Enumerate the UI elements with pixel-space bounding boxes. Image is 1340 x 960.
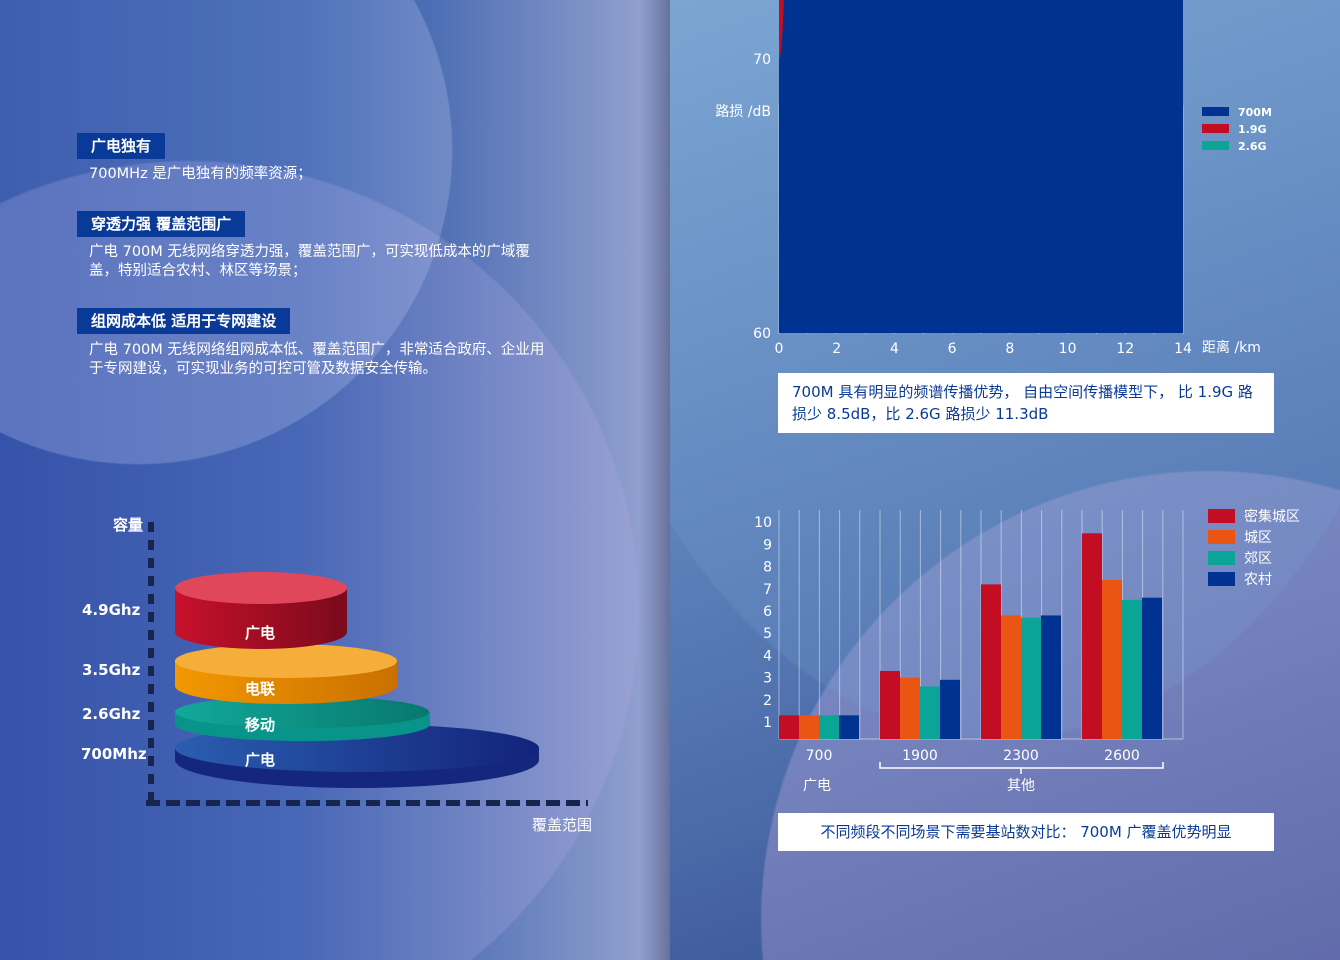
- legend-swatch: [1208, 572, 1235, 586]
- x-tick-label: 8: [1005, 341, 1014, 357]
- y-tick-label: 3: [763, 671, 772, 687]
- bar-农村-700: [839, 715, 859, 739]
- bar-密集城区-2600: [1082, 533, 1102, 739]
- bar-郊区-2600: [1122, 599, 1142, 739]
- operator-label: 移动: [245, 716, 276, 734]
- y-tick-label: 2: [763, 693, 772, 709]
- group-label: 其他: [1007, 778, 1035, 794]
- x-tick-label: 14: [1174, 341, 1192, 357]
- bar-郊区-1900: [920, 686, 940, 739]
- freq-label: 700Mhz: [81, 745, 147, 763]
- bar-chart-caption: 不同频段不同场景下需要基站数对比： 700M 广覆盖优势明显: [778, 813, 1274, 851]
- group-bracket: [879, 762, 1164, 774]
- x-axis-label: 距离 /km: [1202, 339, 1261, 356]
- area-700M: [779, 0, 1183, 333]
- y-tick-label: 60: [753, 326, 771, 342]
- legend-swatch: [1208, 509, 1235, 523]
- section-title: 组网成本低 适用于专网建设: [77, 308, 291, 334]
- layer-2-6ghz: [175, 696, 430, 742]
- y-tick-label: 4: [763, 648, 772, 664]
- legend-swatch: [1202, 124, 1229, 133]
- y-axis-label: 容量: [113, 516, 144, 534]
- frequency-pyramid-diagram: [146, 522, 588, 806]
- x-tick-label: 0: [775, 341, 784, 357]
- bar-城区-700: [799, 715, 819, 739]
- operator-label: 电联: [245, 680, 276, 698]
- bar-城区-2300: [1001, 615, 1021, 739]
- freq-label: 3.5Ghz: [82, 661, 141, 679]
- y-tick-label: 9: [763, 537, 772, 553]
- y-axis-label: 路损 /dB: [715, 104, 771, 120]
- section-title: 穿透力强 覆盖范围广: [77, 211, 246, 237]
- x-tick-label: 2300: [1003, 748, 1039, 764]
- legend-swatch: [1202, 107, 1229, 116]
- section-text: 700MHz 是广电独有的频率资源；: [89, 166, 312, 182]
- bar-农村-2600: [1142, 597, 1162, 739]
- x-tick-label: 700: [806, 748, 833, 764]
- y-tick-label: 5: [763, 626, 772, 642]
- bar-农村-2300: [1041, 615, 1061, 739]
- y-tick-label: 70: [753, 52, 771, 68]
- operator-label: 广电: [245, 624, 276, 642]
- bar-城区-2600: [1102, 579, 1122, 739]
- bar-郊区-700: [819, 715, 839, 739]
- y-tick-label: 10: [754, 515, 772, 531]
- legend-label: 郊区: [1244, 550, 1272, 567]
- legend-label: 密集城区: [1244, 508, 1300, 525]
- group-label: 广电: [803, 778, 831, 794]
- y-tick-label: 7: [763, 582, 772, 598]
- x-tick-label: 10: [1059, 341, 1077, 357]
- bar-农村-1900: [940, 679, 960, 739]
- x-tick-label: 2600: [1104, 748, 1140, 764]
- bar-密集城区-700: [779, 715, 799, 739]
- y-tick-label: 6: [763, 604, 772, 620]
- freq-label: 4.9Ghz: [82, 601, 141, 619]
- x-tick-label: 12: [1116, 341, 1134, 357]
- legend-swatch: [1208, 551, 1235, 565]
- x-tick-label: 2: [832, 341, 841, 357]
- page-fold-shadow: [640, 0, 670, 960]
- legend-label: 农村: [1244, 572, 1272, 588]
- bar-密集城区-1900: [880, 670, 900, 739]
- freq-label: 2.6Ghz: [82, 705, 141, 723]
- operator-label: 广电: [245, 751, 276, 769]
- layer-3-5ghz: [175, 644, 397, 704]
- legend-swatch: [1208, 530, 1235, 544]
- legend-swatch: [1202, 141, 1229, 150]
- y-tick-label: 8: [763, 560, 772, 576]
- legend-label: 2.6G: [1238, 140, 1267, 153]
- legend-label: 1.9G: [1238, 123, 1267, 136]
- x-tick-label: 4: [890, 341, 899, 357]
- bar-城区-1900: [900, 677, 920, 739]
- y-tick-label: 1: [763, 715, 772, 731]
- line-chart-caption: 700M 具有明显的频谱传播优势， 自由空间传播模型下， 比 1.9G 路损少 …: [778, 373, 1274, 433]
- section-text: 广电 700M 无线网络穿透力强，覆盖范围广，可实现低成本的广域覆盖，特别适合农…: [89, 244, 530, 279]
- layer-4-9ghz: [175, 572, 347, 649]
- section-text: 广电 700M 无线网络组网成本低、覆盖范围广，非常适合政府、企业用于专网建设，…: [89, 342, 545, 377]
- legend-label: 700M: [1238, 106, 1272, 119]
- x-tick-label: 1900: [902, 748, 938, 764]
- left-page: 广电独有 700MHz 是广电独有的频率资源； 穿透力强 覆盖范围广 广电 70…: [0, 0, 670, 960]
- legend-label: 城区: [1244, 530, 1272, 546]
- x-tick-label: 6: [948, 341, 957, 357]
- bar-密集城区-2300: [981, 584, 1001, 739]
- x-axis-label: 覆盖范围: [532, 816, 593, 834]
- bar-郊区-2300: [1021, 617, 1041, 739]
- section-title: 广电独有: [77, 133, 166, 159]
